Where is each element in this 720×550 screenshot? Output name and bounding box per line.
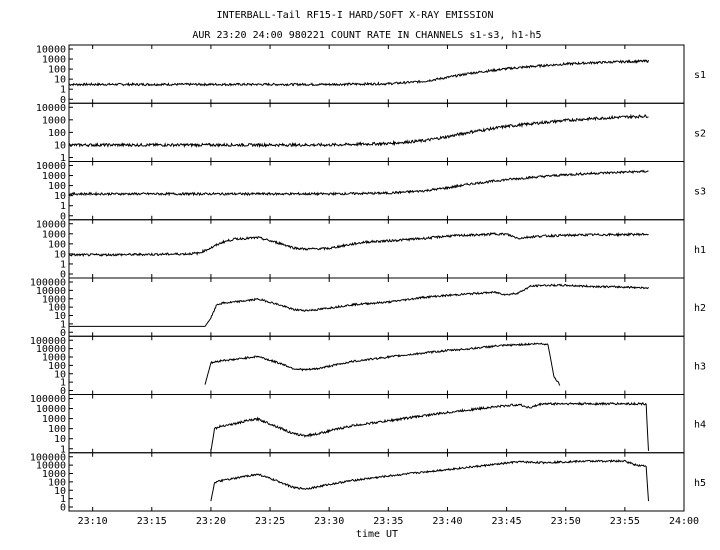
y-tick-label: 1 — [60, 259, 66, 270]
y-tick-label: 100 — [48, 181, 66, 192]
x-tick-label: 24:00 — [669, 516, 699, 527]
y-tick-label: 1 — [60, 444, 66, 455]
channel-label: s3 — [694, 187, 706, 198]
y-tick-label: 100000 — [30, 452, 66, 463]
series-line-s3 — [68, 169, 649, 197]
chart-title: INTERBALL-Tail RF15-I HARD/SOFT X-RAY EM… — [217, 10, 494, 21]
y-tick-label: 10 — [54, 140, 66, 151]
x-tick-label: 23:50 — [551, 516, 581, 527]
y-tick-label: 10 — [54, 191, 66, 202]
y-tick-label: 0 — [60, 328, 66, 339]
series-line-h3 — [204, 342, 561, 386]
y-tick-label: 1 — [60, 201, 66, 212]
panels: 1000010001001010s1100001000100101s210000… — [30, 44, 706, 514]
x-axis: 23:10 23:15 23:20 23:25 23:30 23:35 23:40 23:45… — [78, 516, 699, 527]
x-tick-label: 23:45 — [492, 516, 522, 527]
series-line-s1 — [68, 59, 649, 87]
channel-label: h4 — [694, 420, 706, 431]
y-tick-label: 10000 — [36, 219, 66, 230]
channel-label: h1 — [694, 245, 706, 256]
y-tick-label: 0 — [60, 270, 66, 281]
y-tick-label: 10000 — [36, 45, 66, 56]
y-tick-label: 100 — [48, 303, 66, 314]
y-tick-label: 10 — [54, 311, 66, 322]
y-tick-label: 10 — [54, 434, 66, 445]
y-tick-label: 1 — [60, 85, 66, 96]
series-line-h5 — [210, 459, 649, 502]
y-tick-label: 10000 — [36, 404, 66, 415]
y-tick-label: 100 — [48, 65, 66, 76]
y-tick-label: 0 — [60, 503, 66, 514]
y-tick-label: 0 — [60, 386, 66, 397]
y-tick-label: 1000 — [42, 171, 66, 182]
y-tick-label: 10 — [54, 369, 66, 380]
y-tick-label: 1000 — [42, 469, 66, 480]
panel-frame — [68, 44, 685, 104]
y-tick-label: 100 — [48, 128, 66, 139]
x-tick-label: 23:10 — [78, 516, 108, 527]
panel-frame — [68, 219, 685, 279]
y-tick-label: 1000 — [42, 294, 66, 305]
y-tick-label: 10 — [54, 249, 66, 260]
y-tick-label: 1000 — [42, 55, 66, 66]
series-line-h2 — [69, 283, 649, 327]
x-tick-label: 23:20 — [196, 516, 226, 527]
y-tick-label: 1 — [60, 378, 66, 389]
y-tick-label: 1000 — [42, 229, 66, 240]
channel-label: h3 — [694, 361, 706, 372]
y-tick-label: 1000 — [42, 115, 66, 126]
y-tick-label: 1 — [60, 319, 66, 330]
panel-frame — [68, 102, 685, 162]
x-tick-label: 23:40 — [432, 516, 462, 527]
y-tick-label: 10000 — [36, 344, 66, 355]
y-tick-label: 1000 — [42, 353, 66, 364]
y-tick-label: 1 — [60, 153, 66, 164]
y-tick-label: 1 — [60, 494, 66, 505]
channel-label: s1 — [694, 70, 706, 81]
panel-frame — [68, 335, 685, 395]
x-tick-label: 23:25 — [255, 516, 285, 527]
x-tick-label: 23:30 — [314, 516, 344, 527]
y-tick-label: 10000 — [36, 161, 66, 172]
y-tick-label: 100 — [48, 361, 66, 372]
series-line-h1 — [68, 231, 649, 258]
y-tick-label: 10 — [54, 75, 66, 86]
y-tick-label: 100000 — [30, 278, 66, 289]
x-tick-label: 23:35 — [373, 516, 403, 527]
y-tick-label: 10000 — [36, 103, 66, 114]
series-line-h4 — [210, 401, 649, 451]
x-axis-label: time UT — [356, 529, 398, 540]
channel-label: s2 — [694, 128, 706, 139]
channel-label: h2 — [694, 303, 706, 314]
series-line-s2 — [68, 113, 649, 149]
y-tick-label: 100 — [48, 424, 66, 435]
x-tick-label: 23:55 — [610, 516, 640, 527]
y-tick-label: 100000 — [30, 336, 66, 347]
channel-label: h5 — [694, 478, 706, 489]
y-tick-label: 100000 — [30, 394, 66, 405]
panel-frame — [68, 161, 685, 221]
y-tick-label: 10 — [54, 486, 66, 497]
y-tick-label: 1000 — [42, 414, 66, 425]
y-tick-label: 0 — [60, 95, 66, 106]
y-tick-label: 10000 — [36, 286, 66, 297]
panel-frame — [68, 394, 685, 454]
chart-subtitle: AUR 23:20 24:00 980221 COUNT RATE IN CHA… — [192, 30, 541, 41]
y-tick-label: 0 — [60, 211, 66, 222]
x-tick-label: 23:15 — [137, 516, 167, 527]
y-tick-label: 100 — [48, 239, 66, 250]
y-tick-label: 10000 — [36, 461, 66, 472]
y-tick-label: 100 — [48, 477, 66, 488]
